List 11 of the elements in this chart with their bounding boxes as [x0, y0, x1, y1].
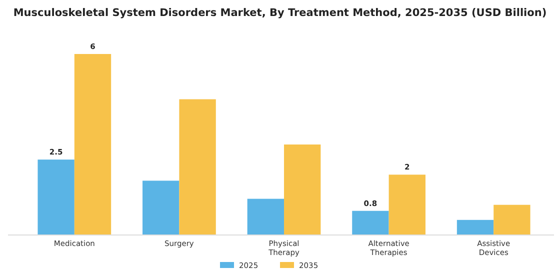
- bar: [247, 198, 284, 235]
- bar: [494, 204, 530, 235]
- bar: [142, 180, 180, 235]
- bar: [179, 99, 216, 235]
- bar: [38, 160, 74, 235]
- bar: [388, 174, 426, 235]
- bar: [74, 54, 112, 235]
- chart-title: Musculoskeletal System Disorders Market, By Treatment Method, 2025-2035 (USD Billion): [13, 7, 547, 19]
- bar: [284, 144, 321, 235]
- bar: [456, 220, 494, 235]
- bar: [352, 210, 389, 235]
